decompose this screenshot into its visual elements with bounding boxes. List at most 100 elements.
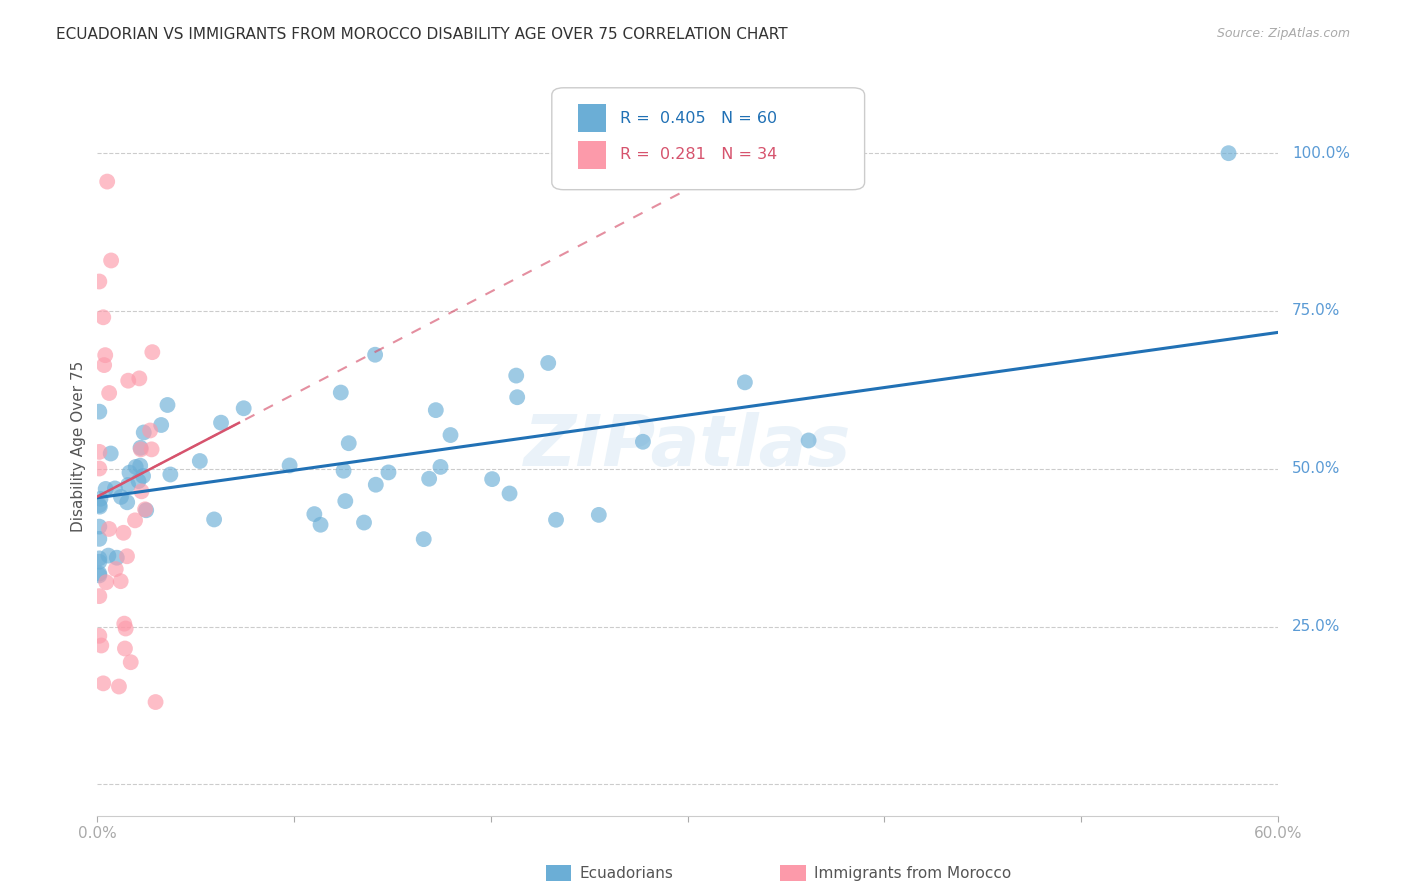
Point <box>124 513 146 527</box>
Point <box>89 404 111 418</box>
Point <box>94 482 117 496</box>
Point <box>425 403 447 417</box>
Text: 75.0%: 75.0% <box>1292 303 1340 318</box>
Text: 25.0%: 25.0% <box>1292 619 1340 634</box>
Point <box>89 498 111 512</box>
Point <box>364 348 387 362</box>
Point <box>141 345 163 359</box>
Point <box>412 532 434 546</box>
Point <box>91 310 114 325</box>
Point <box>89 532 111 546</box>
FancyBboxPatch shape <box>551 87 865 190</box>
Point <box>278 458 301 473</box>
Point <box>120 655 142 669</box>
Point <box>377 466 399 480</box>
Y-axis label: Disability Age Over 75: Disability Age Over 75 <box>72 361 86 533</box>
Point <box>128 474 150 488</box>
Point <box>105 550 128 565</box>
Point <box>156 398 179 412</box>
Point <box>734 376 756 390</box>
Point <box>132 469 155 483</box>
Point <box>89 275 111 289</box>
Point <box>110 574 132 589</box>
Point <box>353 516 375 530</box>
Point <box>93 358 115 372</box>
Point <box>150 417 173 432</box>
Point <box>135 503 157 517</box>
Point <box>104 562 127 576</box>
Point <box>131 484 153 499</box>
Text: 50.0%: 50.0% <box>1292 461 1340 476</box>
Point <box>505 368 527 383</box>
Point <box>537 356 560 370</box>
Point <box>98 386 121 401</box>
Point <box>797 434 820 448</box>
Point <box>125 459 148 474</box>
Point <box>89 589 111 603</box>
Point <box>159 467 181 482</box>
Point <box>132 425 155 440</box>
Point <box>98 522 121 536</box>
Point <box>96 575 118 590</box>
Text: Source: ZipAtlas.com: Source: ZipAtlas.com <box>1216 27 1350 40</box>
Point <box>506 390 529 404</box>
Point <box>129 441 152 455</box>
Point <box>112 525 135 540</box>
Point <box>544 513 567 527</box>
Point <box>498 486 520 500</box>
Point <box>139 424 162 438</box>
Point <box>141 442 163 457</box>
Point <box>108 680 131 694</box>
Point <box>117 478 139 492</box>
Point <box>588 508 610 522</box>
Point <box>439 428 461 442</box>
Point <box>90 639 112 653</box>
Point <box>100 253 122 268</box>
Point <box>364 477 387 491</box>
Point <box>89 629 111 643</box>
Point <box>481 472 503 486</box>
Point <box>134 502 156 516</box>
Point <box>129 442 152 457</box>
Text: R =  0.405   N = 60: R = 0.405 N = 60 <box>620 111 778 126</box>
Text: R =  0.281   N = 34: R = 0.281 N = 34 <box>620 147 778 162</box>
Point <box>89 551 111 566</box>
Point <box>118 466 141 480</box>
Point <box>89 568 111 582</box>
Bar <box>578 141 606 169</box>
Point <box>631 434 654 449</box>
Point <box>89 519 111 533</box>
Point <box>110 490 132 504</box>
Point <box>117 374 139 388</box>
Text: Immigrants from Morocco: Immigrants from Morocco <box>814 866 1011 880</box>
Point <box>188 454 211 468</box>
Point <box>97 549 120 563</box>
Point <box>209 416 232 430</box>
Point <box>94 348 117 362</box>
Point <box>335 494 357 508</box>
Point <box>114 622 136 636</box>
Point <box>418 472 440 486</box>
Text: 100.0%: 100.0% <box>1292 145 1350 161</box>
Point <box>202 512 225 526</box>
Point <box>332 464 354 478</box>
Point <box>304 507 326 521</box>
Text: Ecuadorians: Ecuadorians <box>579 866 673 880</box>
Point <box>104 482 127 496</box>
Bar <box>578 104 606 132</box>
Point <box>128 371 150 385</box>
Point <box>89 445 111 459</box>
Point <box>309 517 332 532</box>
Point <box>145 695 167 709</box>
Text: ZIPatlas: ZIPatlas <box>524 412 851 481</box>
Point <box>89 500 111 514</box>
Point <box>429 459 451 474</box>
Point <box>89 491 111 506</box>
Point <box>100 446 122 460</box>
Point <box>337 436 360 450</box>
Point <box>1218 146 1240 161</box>
Point <box>232 401 254 416</box>
Point <box>96 175 118 189</box>
Point <box>329 385 352 400</box>
Point <box>114 641 136 656</box>
